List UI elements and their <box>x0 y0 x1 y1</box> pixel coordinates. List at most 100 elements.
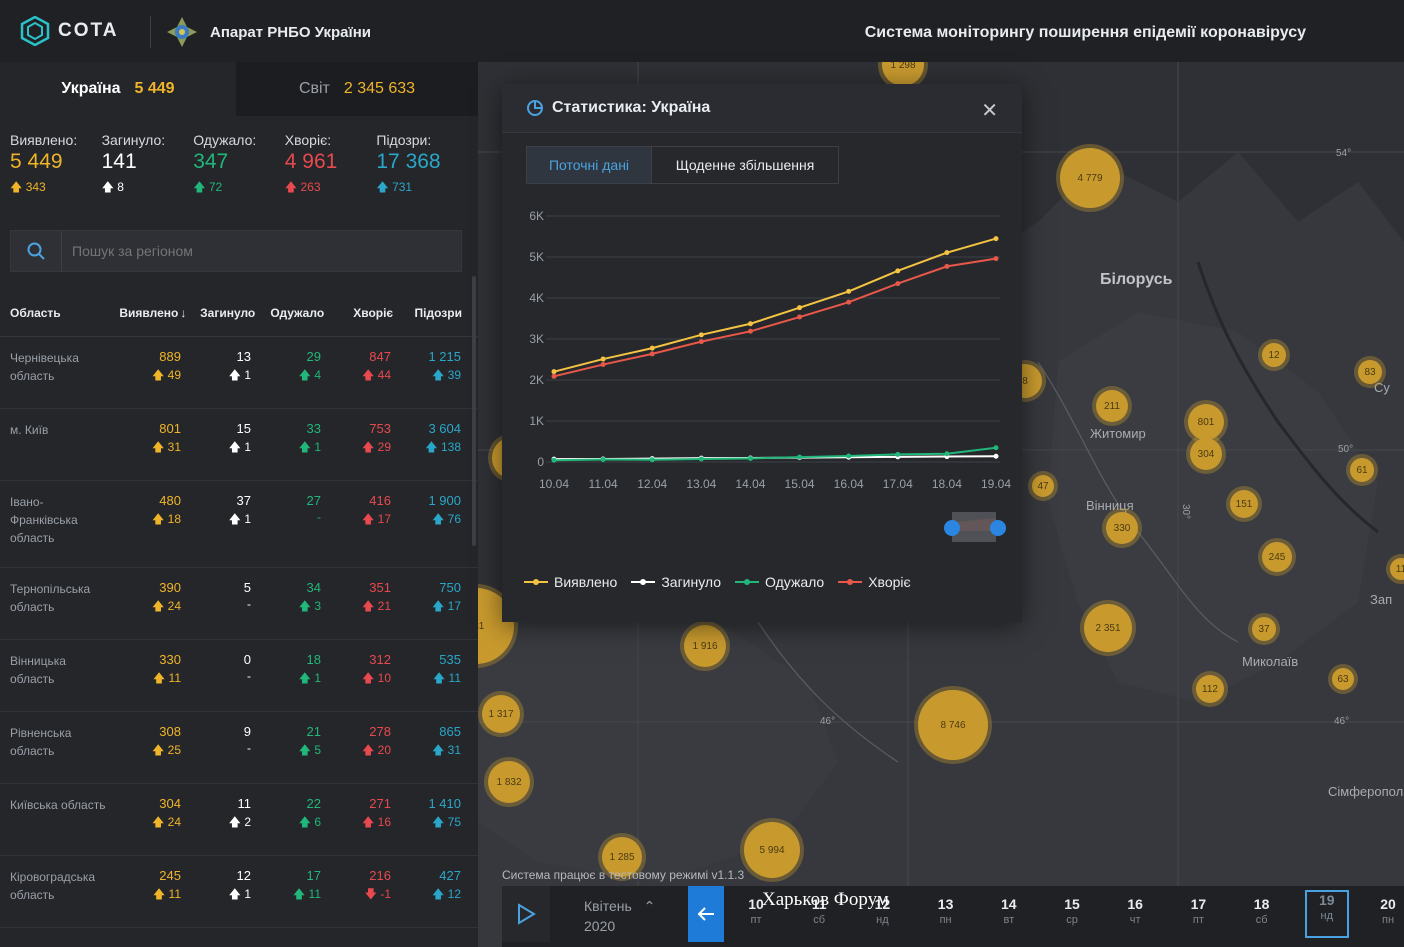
data-point[interactable] <box>698 339 704 345</box>
header-column[interactable]: Хворіє <box>353 306 394 320</box>
data-point[interactable] <box>944 250 950 256</box>
data-point[interactable] <box>895 268 901 274</box>
data-point[interactable] <box>600 456 606 462</box>
play-button[interactable] <box>502 886 550 942</box>
month-selector[interactable]: Квітень ⌃ 2020 <box>584 896 655 936</box>
data-point[interactable] <box>797 454 803 460</box>
range-handle-left[interactable] <box>944 520 960 536</box>
map-bubble[interactable]: 151 <box>1230 490 1258 518</box>
header-column[interactable]: Загинуло <box>200 306 256 320</box>
table-row[interactable]: Івано-Франківська область 480 🡅 18 37 🡅 1 27 -… <box>0 481 478 568</box>
data-point[interactable] <box>747 328 753 334</box>
data-point[interactable] <box>846 453 852 459</box>
close-icon[interactable]: ✕ <box>981 100 998 122</box>
data-point[interactable] <box>797 314 803 320</box>
table-row[interactable]: Рівненська область 308 🡅 25 9 - 21 🡅 5 278 🡅 20 8… <box>0 712 478 784</box>
data-point[interactable] <box>846 288 852 294</box>
back-button[interactable] <box>688 886 724 942</box>
data-point[interactable] <box>551 369 557 375</box>
data-point[interactable] <box>993 453 999 459</box>
day-item[interactable]: 15 ср <box>1052 896 1092 926</box>
data-point[interactable] <box>698 332 704 338</box>
map-bubble[interactable]: 112 <box>1196 675 1224 703</box>
data-point[interactable] <box>600 356 606 362</box>
data-point[interactable] <box>993 445 999 451</box>
day-item[interactable]: 13 пн <box>926 896 966 926</box>
legend-item[interactable]: Загинуло <box>631 574 721 590</box>
day-item[interactable]: 14 вт <box>989 896 1029 926</box>
data-point[interactable] <box>944 263 950 269</box>
map-bubble[interactable]: 330 <box>1106 512 1138 544</box>
data-point[interactable] <box>747 455 753 461</box>
data-point[interactable] <box>895 451 901 457</box>
map-bubble[interactable]: 2 351 <box>1084 604 1132 652</box>
rnbo-brand[interactable]: Апарат РНБО України <box>166 16 371 48</box>
scrollbar[interactable] <box>472 276 476 546</box>
map-bubble[interactable]: 47 <box>1032 475 1054 497</box>
data-point[interactable] <box>600 362 606 368</box>
data-point[interactable] <box>895 281 901 287</box>
map-bubble[interactable]: 4 779 <box>1060 148 1120 208</box>
table-row[interactable]: Київська область 304 🡅 24 11 🡅 2 22 🡅 6 271 🡅 16… <box>0 784 478 856</box>
legend-item[interactable]: Одужало <box>735 574 824 590</box>
day-item[interactable]: 17 пт <box>1178 896 1218 926</box>
range-track[interactable] <box>554 518 996 531</box>
map-bubble[interactable]: 12 <box>1262 343 1286 367</box>
map-bubble[interactable]: 63 <box>1332 668 1354 690</box>
map-bubble[interactable]: 8 746 <box>918 690 988 760</box>
day-item[interactable]: 18 сб <box>1242 896 1282 926</box>
table-row[interactable]: Тернопільська область 390 🡅 24 5-34 🡅 3 351 🡅 … <box>0 568 478 640</box>
map-bubble[interactable]: 37 <box>1252 617 1276 641</box>
day-item[interactable]: 20 пн <box>1368 896 1404 926</box>
day-item[interactable]: 16 чт <box>1115 896 1155 926</box>
data-point[interactable] <box>747 321 753 327</box>
map-bubble[interactable]: 304 <box>1190 438 1222 470</box>
search-input[interactable] <box>62 242 454 260</box>
tab-daily-increase[interactable]: Щоденне збільшення <box>651 147 838 183</box>
header-column[interactable]: Виявлено <box>119 306 179 320</box>
map-bubble[interactable]: 1 916 <box>684 625 726 667</box>
legend-item[interactable]: Хворіє <box>838 574 911 590</box>
sort-arrow-icon[interactable]: ↓ <box>180 306 187 320</box>
data-point[interactable] <box>944 451 950 457</box>
tab-ukraine[interactable]: Україна 5 449 <box>0 62 236 116</box>
map-bubble[interactable]: 1 317 <box>482 695 520 733</box>
header-column[interactable]: Одужало <box>270 306 325 320</box>
map-bubble[interactable]: 11 <box>1390 558 1404 580</box>
data-point[interactable] <box>551 373 557 379</box>
map-bubble[interactable]: 83 <box>1358 360 1382 384</box>
data-point[interactable] <box>797 305 803 311</box>
map-bubble[interactable]: 1 832 <box>488 761 530 803</box>
map-bubble[interactable]: 245 <box>1262 542 1292 572</box>
tab-current-data[interactable]: Поточні дані <box>527 147 651 183</box>
map-bubble[interactable]: 5 994 <box>744 822 800 878</box>
search-icon[interactable] <box>11 231 62 271</box>
map-bubble[interactable]: 801 <box>1188 404 1224 440</box>
day-item[interactable]: 12 нд <box>862 896 902 926</box>
map-bubble[interactable]: 61 <box>1350 458 1374 482</box>
day-item[interactable]: 11 сб <box>799 896 839 926</box>
header-column[interactable]: Підозри <box>414 306 462 320</box>
table-row[interactable]: Кіровоградська область 245 🡅 11 12 🡅 1 17 🡅 11… <box>0 856 478 928</box>
data-point[interactable] <box>551 457 557 463</box>
cota-logo[interactable]: COTA <box>20 16 118 46</box>
data-point[interactable] <box>649 457 655 463</box>
day-item[interactable]: 10 пт <box>736 896 776 926</box>
tab-world[interactable]: Світ 2 345 633 <box>236 62 478 116</box>
map-bubble[interactable]: 1 285 <box>602 837 642 877</box>
data-point[interactable] <box>993 256 999 262</box>
table-row[interactable]: Вінницька область 330 🡅 11 0 - 18 🡅 1 312 🡅 10 53… <box>0 640 478 712</box>
data-point[interactable] <box>698 456 704 462</box>
data-point[interactable] <box>649 345 655 351</box>
day-item[interactable]: 19 нд <box>1304 890 1349 938</box>
legend-item[interactable]: Виявлено <box>524 574 617 590</box>
table-row[interactable]: Чернівецька область 889 🡅 49 13 🡅 1 29 🡅 4 847 🡅… <box>0 337 478 409</box>
range-handle-right[interactable] <box>990 520 1006 536</box>
data-point[interactable] <box>649 351 655 357</box>
map-bubble[interactable]: 211 <box>1096 390 1128 422</box>
data-point[interactable] <box>993 236 999 242</box>
search-box[interactable] <box>10 230 462 272</box>
table-row[interactable]: м. Київ 801 🡅 31 15 🡅 1 33 🡅 1 753 🡅 29 3 604 🡅 13… <box>0 409 478 481</box>
arrow-up-icon: 🡅 <box>151 440 165 454</box>
data-point[interactable] <box>846 299 852 305</box>
